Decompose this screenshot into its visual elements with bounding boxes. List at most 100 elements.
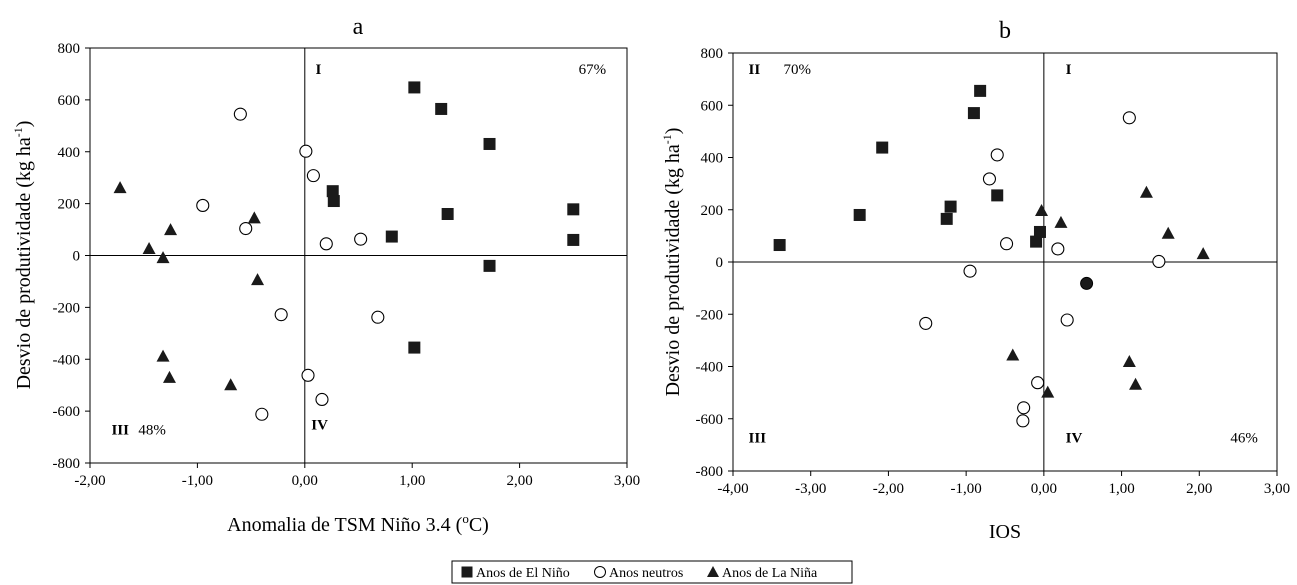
- data-point-circle: [371, 310, 385, 324]
- x-tick-label: 0,00: [1031, 481, 1057, 497]
- data-point-triangle: [156, 349, 170, 362]
- legend-label: Anos neutros: [609, 566, 683, 581]
- legend-item: Anos neutros: [594, 566, 683, 581]
- data-point-square: [967, 107, 980, 120]
- x-tick-label: 1,00: [1108, 481, 1134, 497]
- data-point-square: [1030, 235, 1043, 248]
- legend-item: Anos de El Niño: [461, 566, 570, 581]
- data-point-circle: [1152, 254, 1166, 269]
- data-point-circle: [1051, 242, 1065, 256]
- legend-label: Anos de El Niño: [476, 566, 570, 581]
- quadrant-annotation: IV: [311, 417, 328, 433]
- quadrant-annotation: I: [316, 62, 322, 78]
- data-point-square: [974, 84, 987, 97]
- x-tick-label: -1,00: [182, 473, 213, 489]
- x-tick-label: -4,00: [717, 481, 748, 497]
- quadrant-annotation: IV: [1066, 430, 1083, 446]
- data-point-triangle: [113, 181, 127, 194]
- data-point-circle: [301, 368, 315, 382]
- x-tick-label: -3,00: [795, 481, 826, 497]
- data-point-triangle: [1122, 355, 1136, 368]
- data-point-triangle: [162, 370, 176, 383]
- legend-label: Anos de La Niña: [722, 566, 818, 581]
- quadrant-annotation: III: [749, 430, 767, 446]
- quadrant-annotation: I: [1066, 62, 1072, 78]
- data-point-triangle: [164, 223, 178, 236]
- data-point-circle: [299, 144, 313, 158]
- data-point-circle: [1016, 414, 1030, 428]
- y-tick-label: -800: [53, 456, 81, 472]
- data-point-triangle: [1129, 377, 1143, 390]
- y-tick-label: -400: [53, 352, 81, 368]
- quadrant-annotation: 46%: [1230, 430, 1258, 446]
- data-point-square: [773, 239, 786, 252]
- x-tick-label: 1,00: [399, 473, 425, 489]
- data-point-triangle: [1196, 247, 1210, 260]
- panel-a: -2,00 -1,00 0,00 1,00 2,00 3,00 -800 -600 -400 -2…: [11, 14, 640, 536]
- data-point-filled-circle: [1080, 276, 1094, 290]
- data-point-square: [483, 137, 496, 150]
- data-point-triangle: [1035, 204, 1049, 217]
- data-point-triangle: [1006, 348, 1020, 361]
- y-tick-label: 400: [701, 151, 724, 167]
- data-point-square: [408, 81, 421, 94]
- data-point-triangle: [251, 273, 265, 286]
- y-tick-label: -600: [696, 412, 724, 428]
- x-tick-label: 3,00: [1264, 481, 1290, 497]
- x-axis-label: Anomalia de TSM Niño 3.4 (oC): [227, 511, 489, 536]
- data-point-circle: [315, 392, 329, 407]
- data-point-square: [483, 259, 496, 272]
- x-tick-label: -2,00: [873, 481, 904, 497]
- data-point-triangle: [1139, 185, 1153, 198]
- y-tick-label: 600: [701, 98, 724, 114]
- data-point-circle: [354, 232, 368, 246]
- data-point-circle: [306, 169, 320, 183]
- legend-item: Anos de La Niña: [707, 566, 818, 581]
- data-point-circle: [982, 172, 997, 186]
- data-point-square: [326, 185, 339, 198]
- panel-title: a: [353, 14, 364, 40]
- data-point-circle: [1122, 111, 1136, 125]
- legend-marker-triangle: [707, 566, 719, 577]
- quadrant-annotation: 48%: [138, 422, 166, 438]
- data-point-square: [853, 208, 866, 221]
- data-point-square: [327, 195, 340, 208]
- y-tick-label: -400: [696, 360, 724, 376]
- y-tick-label: -200: [696, 307, 724, 323]
- y-tick-label: 200: [701, 203, 724, 219]
- y-tick-label: -200: [53, 300, 81, 316]
- data-point-square: [991, 189, 1004, 202]
- x-axis-label: IOS: [989, 521, 1021, 543]
- data-point-circle: [1017, 401, 1031, 415]
- legend: Anos de El Niño Anos neutros Anos de La Ni…: [451, 560, 853, 584]
- x-tick-label: -2,00: [74, 473, 105, 489]
- data-point-circle: [1060, 313, 1074, 327]
- series-square: [326, 81, 580, 354]
- data-point-triangle: [1041, 385, 1055, 398]
- data-point-circle: [196, 198, 210, 212]
- data-point-triangle: [142, 242, 156, 255]
- legend-marker-square: [461, 566, 473, 578]
- data-point-square: [408, 341, 421, 354]
- data-point-circle: [255, 407, 269, 421]
- series-triangle: [1006, 185, 1210, 398]
- data-point-circle: [919, 316, 933, 330]
- x-tick-label: 2,00: [506, 473, 532, 489]
- data-point-square: [944, 200, 957, 213]
- series-circle: [919, 111, 1166, 428]
- series-triangle: [113, 181, 265, 391]
- data-point-triangle: [224, 378, 238, 391]
- y-tick-label: 800: [58, 41, 81, 57]
- data-point-square: [385, 230, 398, 243]
- data-point-triangle: [247, 211, 261, 224]
- legend-box: [451, 560, 853, 584]
- y-tick-label: 200: [58, 197, 81, 213]
- data-point-circle: [319, 237, 333, 251]
- data-point-square: [567, 203, 580, 216]
- y-tick-label: -600: [53, 404, 81, 420]
- data-point-circle: [233, 107, 247, 121]
- data-point-triangle: [1161, 226, 1175, 239]
- data-point-circle: [1000, 237, 1014, 251]
- data-point-circle: [990, 148, 1004, 162]
- quadrant-annotation: 70%: [784, 62, 812, 78]
